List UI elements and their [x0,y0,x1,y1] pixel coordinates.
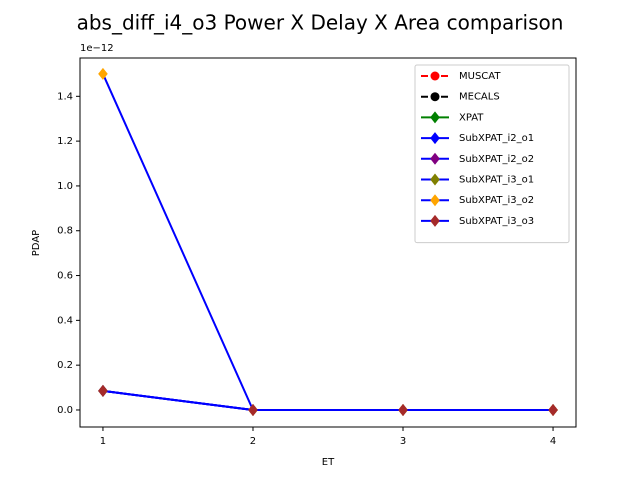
marker [430,214,440,227]
legend-label: MECALS [459,92,500,103]
x-tick-label: 4 [550,436,556,447]
legend-box [414,64,570,244]
marker [430,71,440,81]
legend-label: SubXPAT_i2_o1 [459,133,534,144]
legend-label: XPAT [459,112,484,123]
y-tick-label: 0.2 [57,360,73,371]
legend-label: SubXPAT_i2_o2 [459,154,534,165]
series-line [102,389,554,411]
legend-label: SubXPAT_i3_o3 [459,216,534,227]
marker [398,403,408,416]
y-tick-label: 0.6 [57,271,73,282]
marker [430,111,440,124]
marker [98,384,108,397]
x-tick-label: 1 [100,436,106,447]
marker [248,403,258,416]
marker [430,173,440,186]
chart-title: abs_diff_i4_o3 Power X Delay X Area comp… [77,11,564,35]
plot-area [79,57,577,428]
y-tick-label: 1.0 [57,181,73,192]
y-offset-label: 1e−12 [80,43,114,54]
y-tick-label: 0.4 [57,315,73,326]
legend-label: SubXPAT_i3_o2 [459,195,534,206]
legend-label: SubXPAT_i3_o1 [459,175,534,186]
x-tick-label: 3 [400,436,406,447]
marker [430,92,440,102]
y-axis-label: PDAP [31,230,42,256]
marker [98,67,108,80]
marker [548,403,558,416]
marker [430,132,440,145]
x-tick-label: 2 [250,436,256,447]
marker [430,194,440,207]
legend-label: MUSCAT [459,71,501,82]
y-tick-label: 1.2 [57,136,73,147]
y-tick-label: 0.0 [57,405,73,416]
marker [430,152,440,165]
y-tick-label: 0.8 [57,226,73,237]
x-axis-label: ET [322,457,335,468]
y-tick-label: 1.4 [57,91,73,102]
